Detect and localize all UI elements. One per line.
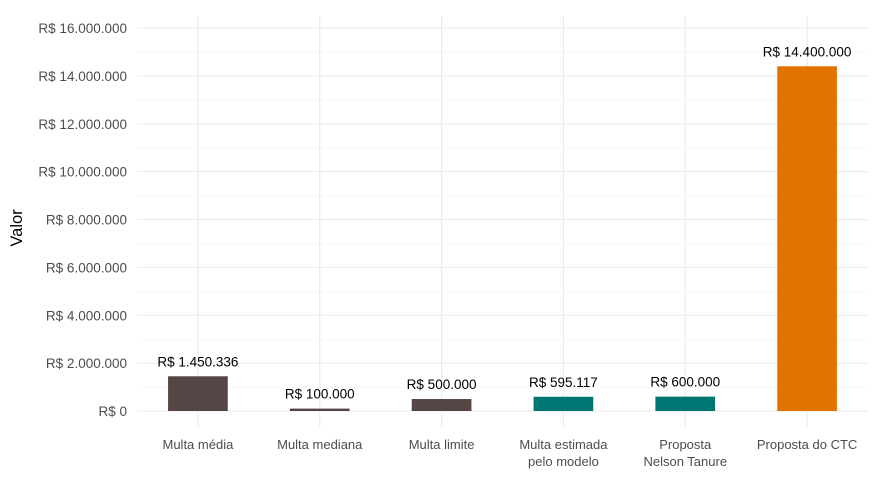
data-label: R$ 100.000 bbox=[285, 387, 355, 402]
y-tick-label: R$ 16.000.000 bbox=[38, 21, 127, 36]
x-axis-ticks: Multa média Multa mediana Multa limite Mult… bbox=[163, 437, 858, 469]
y-tick-label: R$ 0 bbox=[98, 404, 127, 419]
bar bbox=[533, 396, 594, 411]
x-tick-label: Multa estimada bbox=[519, 437, 608, 452]
y-tick-label: R$ 10.000.000 bbox=[38, 165, 127, 180]
y-axis-title: Valor bbox=[8, 209, 26, 247]
y-tick-label: R$ 12.000.000 bbox=[38, 117, 127, 132]
bar bbox=[168, 376, 228, 411]
x-tick-label: Nelson Tanure bbox=[643, 454, 727, 469]
y-tick-label: R$ 8.000.000 bbox=[46, 213, 127, 228]
y-tick-label: R$ 14.000.000 bbox=[38, 69, 127, 84]
y-tick-label: R$ 2.000.000 bbox=[46, 356, 127, 371]
data-label: R$ 595.117 bbox=[529, 375, 598, 390]
y-tick-label: R$ 4.000.000 bbox=[46, 308, 127, 323]
x-tick-label: Multa mediana bbox=[277, 437, 363, 452]
data-labels: R$ 1.450.336 R$ 100.000 R$ 500.000 R$ 595.1… bbox=[157, 44, 851, 401]
grid-lines bbox=[137, 16, 868, 427]
x-tick-label: Proposta do CTC bbox=[757, 437, 857, 452]
data-label: R$ 1.450.336 bbox=[157, 354, 238, 369]
x-tick-label: Multa limite bbox=[409, 437, 475, 452]
bar bbox=[777, 66, 837, 412]
data-label: R$ 14.400.000 bbox=[763, 44, 852, 59]
y-tick-label: R$ 6.000.000 bbox=[46, 260, 127, 275]
data-label: R$ 500.000 bbox=[407, 377, 477, 392]
x-tick-label: Proposta bbox=[659, 437, 712, 452]
x-tick-label: pelo modelo bbox=[528, 454, 599, 469]
bars bbox=[168, 66, 837, 412]
x-tick-label: Multa média bbox=[163, 437, 235, 452]
bar bbox=[289, 408, 350, 411]
data-label: R$ 600.000 bbox=[650, 375, 720, 390]
bar bbox=[411, 399, 472, 411]
bar bbox=[655, 396, 716, 411]
y-axis-ticks: R$ 0 R$ 2.000.000 R$ 4.000.000 R$ 6.000.000… bbox=[38, 21, 127, 419]
